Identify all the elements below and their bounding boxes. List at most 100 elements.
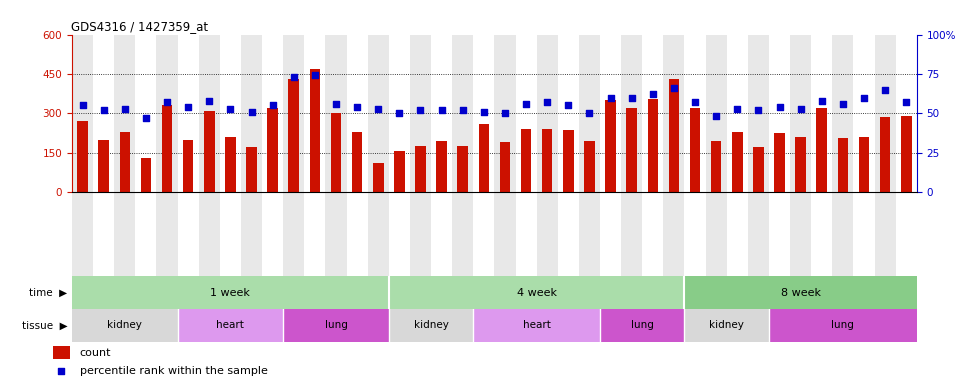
- Bar: [689, 108, 700, 192]
- Bar: [579, 35, 600, 192]
- Bar: [478, 124, 489, 192]
- Point: [582, 110, 597, 116]
- Bar: [811, 192, 832, 276]
- Bar: [204, 111, 215, 192]
- Text: percentile rank within the sample: percentile rank within the sample: [80, 366, 268, 376]
- Bar: [457, 146, 468, 192]
- Bar: [668, 79, 679, 192]
- Bar: [473, 309, 600, 342]
- Point: [877, 87, 893, 93]
- Text: time  ▶: time ▶: [29, 288, 67, 298]
- Bar: [684, 276, 917, 309]
- Text: heart: heart: [522, 320, 551, 331]
- Point: [603, 94, 618, 101]
- Point: [687, 99, 703, 105]
- Point: [645, 91, 660, 98]
- Bar: [140, 158, 151, 192]
- Point: [328, 101, 344, 107]
- Text: kidney: kidney: [709, 320, 744, 331]
- Bar: [621, 35, 642, 192]
- Bar: [72, 276, 389, 309]
- Bar: [241, 192, 262, 276]
- Point: [307, 73, 323, 79]
- Bar: [283, 309, 389, 342]
- Point: [434, 107, 449, 113]
- Bar: [706, 192, 727, 276]
- Bar: [368, 35, 389, 192]
- Bar: [853, 192, 875, 276]
- Point: [793, 106, 808, 112]
- Bar: [225, 137, 235, 192]
- Bar: [351, 132, 362, 192]
- Text: lung: lung: [831, 320, 854, 331]
- Bar: [178, 35, 199, 192]
- Text: 4 week: 4 week: [516, 288, 557, 298]
- Bar: [684, 35, 706, 192]
- Point: [371, 106, 386, 112]
- Bar: [288, 79, 300, 192]
- Bar: [114, 35, 135, 192]
- Point: [96, 107, 111, 113]
- Point: [392, 110, 407, 116]
- Bar: [732, 132, 743, 192]
- Bar: [415, 146, 426, 192]
- Bar: [706, 35, 727, 192]
- Bar: [774, 133, 784, 192]
- Bar: [156, 192, 178, 276]
- Bar: [325, 192, 347, 276]
- Bar: [394, 151, 405, 192]
- Point: [772, 104, 787, 110]
- Bar: [769, 192, 790, 276]
- Point: [708, 113, 724, 119]
- Point: [138, 115, 154, 121]
- Bar: [161, 106, 173, 192]
- Bar: [135, 192, 156, 276]
- Bar: [684, 192, 706, 276]
- Bar: [246, 147, 256, 192]
- Bar: [790, 35, 811, 192]
- Bar: [178, 192, 199, 276]
- Bar: [431, 192, 452, 276]
- Point: [223, 106, 238, 112]
- Bar: [389, 35, 410, 192]
- Bar: [837, 138, 848, 192]
- Point: [286, 74, 301, 80]
- Bar: [499, 142, 511, 192]
- Bar: [811, 35, 832, 192]
- Text: 1 week: 1 week: [210, 288, 251, 298]
- Bar: [879, 117, 890, 192]
- Point: [202, 98, 217, 104]
- Bar: [769, 35, 790, 192]
- Bar: [304, 192, 325, 276]
- Point: [413, 107, 428, 113]
- Text: heart: heart: [216, 320, 245, 331]
- Bar: [727, 35, 748, 192]
- Bar: [199, 192, 220, 276]
- Bar: [663, 192, 684, 276]
- Bar: [436, 141, 446, 192]
- Bar: [896, 192, 917, 276]
- Bar: [372, 163, 383, 192]
- Bar: [72, 192, 93, 276]
- Bar: [452, 35, 473, 192]
- Text: tissue  ▶: tissue ▶: [21, 320, 67, 331]
- Bar: [642, 35, 663, 192]
- Point: [540, 99, 555, 105]
- Bar: [347, 35, 368, 192]
- Bar: [558, 35, 579, 192]
- Bar: [72, 309, 178, 342]
- Bar: [93, 35, 114, 192]
- Point: [497, 110, 513, 116]
- Bar: [182, 139, 193, 192]
- Bar: [330, 113, 342, 192]
- Bar: [283, 192, 304, 276]
- Point: [814, 98, 829, 104]
- Bar: [858, 137, 869, 192]
- Bar: [853, 35, 875, 192]
- Bar: [494, 35, 516, 192]
- Point: [730, 106, 745, 112]
- Bar: [832, 192, 853, 276]
- Bar: [621, 192, 642, 276]
- Bar: [473, 35, 494, 192]
- Bar: [452, 192, 473, 276]
